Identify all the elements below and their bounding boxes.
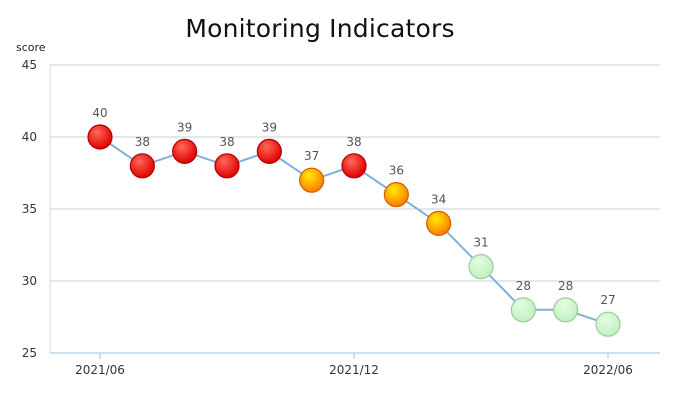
data-point-9	[468, 254, 494, 280]
data-point-8	[426, 210, 452, 236]
y-tick-label-40: 40	[22, 130, 37, 144]
data-point-2	[172, 138, 198, 164]
data-label-3: 38	[219, 135, 234, 149]
data-point-11	[553, 297, 579, 323]
y-tick-label-35: 35	[22, 202, 37, 216]
x-tick-label-2022-06: 2022/06	[583, 363, 633, 377]
data-label-11: 28	[558, 279, 573, 293]
y-tick-label-45: 45	[22, 58, 37, 72]
data-labels: 40 38 39 38 39 37 38 36 34 31 28 28 27	[92, 106, 615, 307]
data-point-3	[214, 153, 240, 179]
data-point-7	[383, 182, 409, 208]
y-tick-label-25: 25	[22, 346, 37, 360]
data-label-7: 36	[389, 164, 404, 178]
x-tick-label-2021-12: 2021/12	[329, 363, 379, 377]
data-label-0: 40	[92, 106, 107, 120]
chart-title: Monitoring Indicators	[185, 14, 455, 43]
data-label-9: 31	[473, 236, 488, 250]
data-point-4	[256, 138, 282, 164]
y-axis: score 25 30 35 40 45	[16, 41, 46, 360]
x-axis: 2021/06 2021/12 2022/06	[75, 353, 633, 377]
y-axis-label: score	[16, 41, 46, 54]
data-point-10	[510, 297, 536, 323]
data-label-10: 28	[516, 279, 531, 293]
grid-lines	[49, 64, 660, 354]
y-tick-label-30: 30	[22, 274, 37, 288]
data-label-4: 39	[262, 120, 277, 134]
data-point-12	[595, 311, 621, 337]
data-label-2: 39	[177, 120, 192, 134]
data-point-6	[341, 153, 367, 179]
data-label-5: 37	[304, 149, 319, 163]
data-label-6: 38	[346, 135, 361, 149]
data-label-1: 38	[135, 135, 150, 149]
data-label-8: 34	[431, 192, 446, 206]
x-tick-label-2021-06: 2021/06	[75, 363, 125, 377]
data-point-1	[129, 153, 155, 179]
data-point-5	[299, 167, 325, 193]
data-point-0	[87, 124, 113, 150]
data-label-12: 27	[600, 293, 615, 307]
data-points	[87, 124, 621, 337]
